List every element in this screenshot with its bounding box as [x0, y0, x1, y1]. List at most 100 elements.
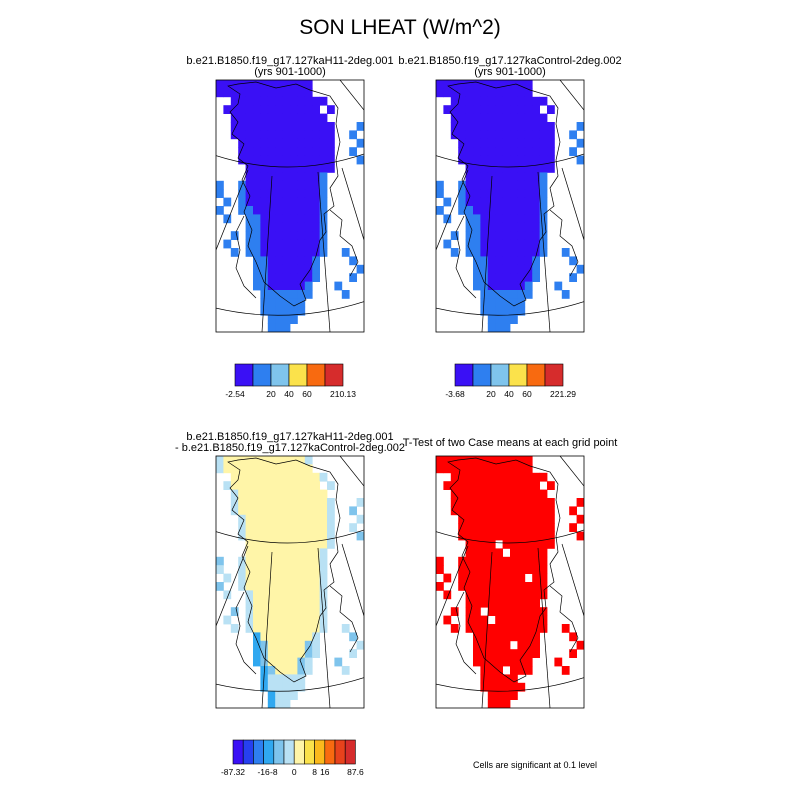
grid-cell — [267, 640, 276, 650]
grid-cell — [510, 206, 518, 215]
grid-cell — [297, 281, 306, 291]
grid-cell — [253, 248, 261, 257]
grid-cell — [539, 155, 548, 165]
grid-cell — [517, 615, 526, 625]
grid-cell — [267, 682, 276, 692]
grid-cell — [539, 624, 548, 633]
grid-cell — [517, 498, 526, 507]
grid-cell — [510, 155, 518, 165]
grid-cell — [539, 582, 548, 591]
grid-cell — [502, 147, 511, 156]
grid-cell — [290, 113, 298, 123]
grid-cell — [473, 248, 481, 257]
colorbar-label: 16 — [320, 767, 330, 777]
colorbar-swatch — [288, 363, 308, 387]
grid-cell — [495, 691, 503, 700]
grid-cell — [319, 514, 328, 524]
grid-cell — [465, 180, 474, 190]
grid-cell — [473, 514, 481, 524]
grid-cell — [275, 96, 283, 106]
grid-cell — [524, 582, 533, 591]
grid-cell — [524, 456, 533, 465]
grid-cell — [282, 666, 291, 675]
grid-cell — [282, 239, 291, 249]
grid-cell — [487, 590, 496, 600]
grid-cell — [473, 649, 481, 658]
grid-cell — [275, 248, 283, 257]
grid-cell — [517, 130, 526, 140]
grid-cell — [465, 514, 474, 524]
grid-cell — [275, 682, 283, 692]
grid-cell — [480, 138, 489, 148]
grid-cell — [502, 464, 511, 474]
grid-cell — [267, 624, 276, 633]
grid-cell — [297, 498, 306, 507]
grid-cell — [465, 206, 474, 215]
grid-cell — [319, 172, 328, 182]
grid-cell — [502, 657, 511, 667]
colorbar-swatch — [344, 739, 356, 765]
grid-cell — [356, 155, 364, 165]
grid-cell — [282, 222, 291, 232]
grid-cell — [304, 113, 313, 123]
grid-cell — [275, 573, 283, 583]
grid-cell — [319, 556, 328, 566]
grid-cell — [539, 189, 548, 198]
grid-cell — [275, 273, 283, 282]
grid-cell — [443, 239, 452, 249]
grid-cell — [495, 147, 503, 156]
grid-cell — [253, 222, 261, 232]
grid-cell — [576, 531, 584, 541]
grid-cell — [465, 556, 474, 566]
grid-cell — [304, 180, 313, 190]
coastline — [235, 591, 257, 675]
grid-cell — [510, 598, 518, 608]
grid-cell — [245, 113, 254, 123]
grid-cell — [253, 96, 261, 106]
grid-cell — [502, 138, 511, 148]
grid-cell — [290, 514, 298, 524]
grid-cell — [253, 615, 261, 625]
grid-cell — [539, 248, 548, 257]
grid-cell — [517, 640, 526, 650]
grid-cell — [238, 514, 246, 524]
grid-cell — [260, 464, 269, 474]
grid-cell — [282, 113, 291, 123]
grid-cell — [223, 214, 232, 224]
grid-cell — [517, 607, 526, 616]
grid-cell — [275, 172, 283, 182]
grid-cell — [465, 472, 474, 482]
grid-cell — [253, 548, 261, 558]
grid-cell — [253, 556, 261, 566]
grid-cell — [216, 80, 224, 89]
grid-cell — [473, 498, 481, 507]
grid-cell — [487, 105, 496, 114]
grid-cell — [282, 699, 291, 708]
grid-cell — [319, 624, 328, 633]
grid-cell — [524, 214, 533, 224]
grid-cell — [502, 189, 511, 198]
grid-cell — [260, 256, 269, 266]
grid-cell — [253, 607, 261, 616]
grid-cell — [487, 506, 496, 516]
grid-cell — [349, 130, 357, 140]
grid-cell — [480, 598, 489, 608]
grid-cell — [480, 582, 489, 591]
grid-cell — [297, 540, 306, 549]
grid-cell — [510, 264, 518, 274]
grid-cell — [245, 222, 254, 232]
grid-cell — [532, 206, 540, 215]
grid-cell — [465, 523, 474, 532]
grid-cell — [238, 197, 246, 207]
grid-cell — [495, 180, 503, 190]
grid-cell — [245, 105, 254, 114]
grid-cell — [290, 607, 298, 616]
grid-cell — [297, 214, 306, 224]
grid-cell — [245, 565, 254, 574]
grid-cell — [487, 189, 496, 198]
grid-cell — [524, 624, 533, 633]
grid-cell — [238, 206, 246, 215]
grid-cell — [297, 264, 306, 274]
grid-cell — [327, 122, 335, 131]
grid-cell — [532, 649, 540, 658]
